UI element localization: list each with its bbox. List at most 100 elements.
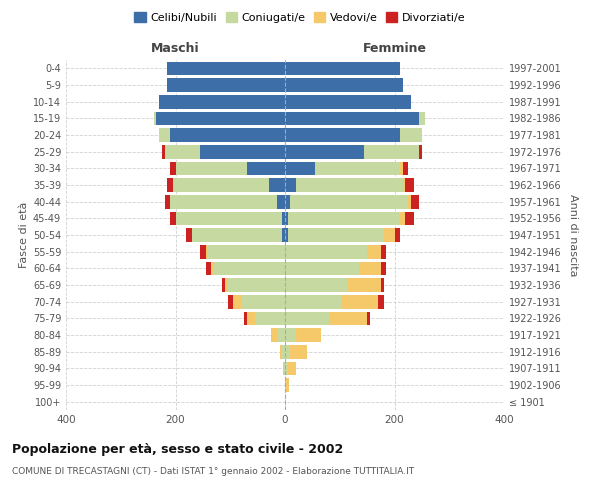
Bar [285,178,296,192]
Bar [282,345,285,358]
Bar [154,112,157,125]
Bar [282,228,285,242]
Bar [170,212,176,225]
Bar [225,278,227,292]
Bar [208,245,285,258]
Bar [285,162,315,175]
Bar [400,162,403,175]
Bar [348,278,381,292]
Bar [159,128,170,142]
Bar [381,262,386,275]
Bar [381,245,386,258]
Bar [170,195,277,208]
Bar [343,295,378,308]
Bar [269,178,285,192]
Bar [285,295,343,308]
Bar [170,162,176,175]
Bar [285,345,290,358]
Bar [364,145,419,158]
Bar [285,212,288,225]
Legend: Celibi/Nubili, Coniugati/e, Vedovi/e, Divorziati/e: Celibi/Nubili, Coniugati/e, Vedovi/e, Di… [130,8,470,28]
Bar [359,262,381,275]
Bar [170,128,285,142]
Bar [244,312,247,325]
Bar [285,245,367,258]
Bar [277,195,285,208]
Bar [290,195,408,208]
Bar [159,95,285,108]
Y-axis label: Fasce di età: Fasce di età [19,202,29,268]
Bar [255,312,285,325]
Bar [285,95,411,108]
Bar [315,162,400,175]
Bar [285,362,288,375]
Bar [247,162,285,175]
Bar [164,195,170,208]
Bar [285,278,348,292]
Bar [290,345,307,358]
Bar [285,78,403,92]
Bar [286,378,289,392]
Bar [383,228,395,242]
Bar [285,328,296,342]
Bar [214,262,285,275]
Text: Popolazione per età, sesso e stato civile - 2002: Popolazione per età, sesso e stato civil… [12,442,343,456]
Bar [222,278,225,292]
Bar [406,212,413,225]
Bar [285,145,364,158]
Bar [395,228,400,242]
Bar [400,128,422,142]
Bar [282,212,285,225]
Bar [285,62,400,75]
Bar [378,295,383,308]
Text: COMUNE DI TRECASTAGNI (CT) - Dati ISTAT 1° gennaio 2002 - Elaborazione TUTTITALI: COMUNE DI TRECASTAGNI (CT) - Dati ISTAT … [12,468,414,476]
Bar [206,245,208,258]
Bar [288,362,296,375]
Text: Maschi: Maschi [151,42,200,55]
Bar [173,178,269,192]
Bar [406,178,413,192]
Bar [288,212,400,225]
Bar [200,245,206,258]
Bar [296,328,320,342]
Bar [167,78,285,92]
Bar [283,362,284,375]
Bar [367,312,370,325]
Bar [157,112,285,125]
Bar [288,228,383,242]
Bar [411,195,419,208]
Bar [329,312,367,325]
Bar [206,262,211,275]
Bar [296,178,403,192]
Bar [367,245,381,258]
Bar [167,62,285,75]
Bar [187,228,192,242]
Bar [164,145,200,158]
Bar [233,295,241,308]
Bar [285,312,329,325]
Bar [227,278,285,292]
Bar [211,262,214,275]
Bar [285,378,286,392]
Bar [400,212,406,225]
Bar [277,328,285,342]
Bar [408,195,411,208]
Bar [285,112,419,125]
Bar [419,145,422,158]
Bar [285,128,400,142]
Bar [284,362,285,375]
Bar [285,228,288,242]
Text: Femmine: Femmine [362,42,427,55]
Bar [167,178,173,192]
Bar [381,278,383,292]
Bar [241,295,285,308]
Bar [419,112,425,125]
Bar [162,145,164,158]
Bar [285,195,290,208]
Bar [247,312,255,325]
Bar [280,345,282,358]
Y-axis label: Anni di nascita: Anni di nascita [568,194,578,276]
Bar [175,162,247,175]
Bar [175,212,282,225]
Bar [200,145,285,158]
